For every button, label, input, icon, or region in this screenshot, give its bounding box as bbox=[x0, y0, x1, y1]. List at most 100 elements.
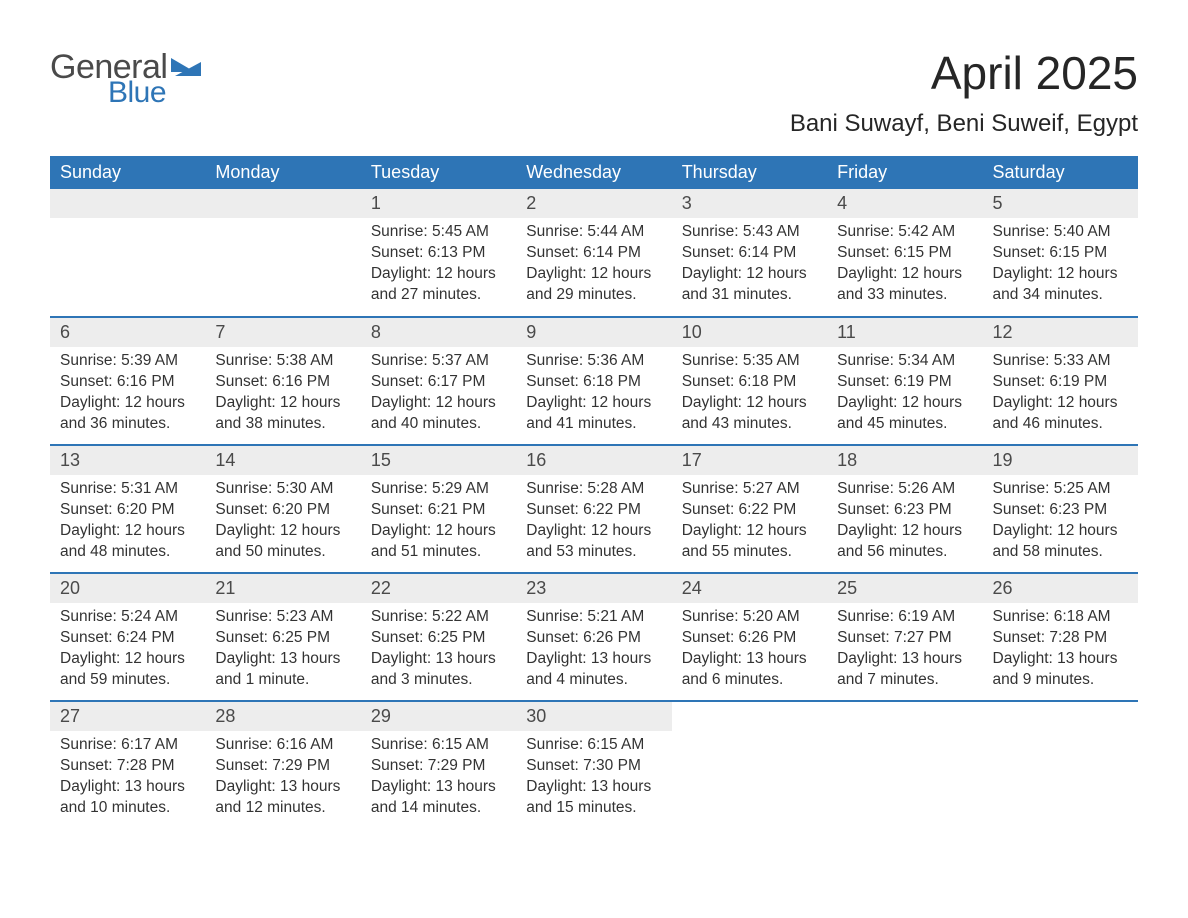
daylight-text: Daylight: 12 hours and 27 minutes. bbox=[371, 264, 506, 306]
sunrise-text: Sunrise: 5:33 AM bbox=[993, 351, 1128, 372]
calendar-cell: 1Sunrise: 5:45 AMSunset: 6:13 PMDaylight… bbox=[361, 189, 516, 317]
day-data: Sunrise: 5:40 AMSunset: 6:15 PMDaylight:… bbox=[983, 218, 1138, 314]
calendar-cell: 12Sunrise: 5:33 AMSunset: 6:19 PMDayligh… bbox=[983, 317, 1138, 445]
col-monday: Monday bbox=[205, 156, 360, 189]
sunrise-text: Sunrise: 5:36 AM bbox=[526, 351, 661, 372]
sunrise-text: Sunrise: 5:24 AM bbox=[60, 607, 195, 628]
sunset-text: Sunset: 6:21 PM bbox=[371, 500, 506, 521]
day-number: 19 bbox=[983, 446, 1138, 475]
daylight-text: Daylight: 13 hours and 9 minutes. bbox=[993, 649, 1128, 691]
day-data: Sunrise: 5:36 AMSunset: 6:18 PMDaylight:… bbox=[516, 347, 671, 443]
day-data: Sunrise: 5:26 AMSunset: 6:23 PMDaylight:… bbox=[827, 475, 982, 571]
daylight-text: Daylight: 13 hours and 12 minutes. bbox=[215, 777, 350, 819]
sunset-text: Sunset: 6:22 PM bbox=[682, 500, 817, 521]
col-tuesday: Tuesday bbox=[361, 156, 516, 189]
header: General Blue April 2025 Bani Suwayf, Ben… bbox=[50, 50, 1138, 138]
day-number: 7 bbox=[205, 318, 360, 347]
day-number: 16 bbox=[516, 446, 671, 475]
calendar-cell: 30Sunrise: 6:15 AMSunset: 7:30 PMDayligh… bbox=[516, 701, 671, 829]
daylight-text: Daylight: 12 hours and 53 minutes. bbox=[526, 521, 661, 563]
day-number: 23 bbox=[516, 574, 671, 603]
daylight-text: Daylight: 12 hours and 41 minutes. bbox=[526, 393, 661, 435]
sunrise-text: Sunrise: 6:19 AM bbox=[837, 607, 972, 628]
calendar-cell bbox=[983, 701, 1138, 829]
day-data: Sunrise: 6:19 AMSunset: 7:27 PMDaylight:… bbox=[827, 603, 982, 699]
daylight-text: Daylight: 12 hours and 40 minutes. bbox=[371, 393, 506, 435]
calendar-cell: 28Sunrise: 6:16 AMSunset: 7:29 PMDayligh… bbox=[205, 701, 360, 829]
daylight-text: Daylight: 13 hours and 6 minutes. bbox=[682, 649, 817, 691]
day-data: Sunrise: 5:29 AMSunset: 6:21 PMDaylight:… bbox=[361, 475, 516, 571]
daylight-text: Daylight: 12 hours and 51 minutes. bbox=[371, 521, 506, 563]
calendar-cell: 7Sunrise: 5:38 AMSunset: 6:16 PMDaylight… bbox=[205, 317, 360, 445]
sunset-text: Sunset: 7:28 PM bbox=[993, 628, 1128, 649]
sunset-text: Sunset: 6:17 PM bbox=[371, 372, 506, 393]
sunset-text: Sunset: 7:29 PM bbox=[215, 756, 350, 777]
calendar-cell: 29Sunrise: 6:15 AMSunset: 7:29 PMDayligh… bbox=[361, 701, 516, 829]
day-data: Sunrise: 5:20 AMSunset: 6:26 PMDaylight:… bbox=[672, 603, 827, 699]
day-number: 11 bbox=[827, 318, 982, 347]
calendar-cell: 26Sunrise: 6:18 AMSunset: 7:28 PMDayligh… bbox=[983, 573, 1138, 701]
day-data: Sunrise: 5:24 AMSunset: 6:24 PMDaylight:… bbox=[50, 603, 205, 699]
daylight-text: Daylight: 13 hours and 3 minutes. bbox=[371, 649, 506, 691]
sunset-text: Sunset: 6:15 PM bbox=[837, 243, 972, 264]
day-number: 25 bbox=[827, 574, 982, 603]
day-number: 26 bbox=[983, 574, 1138, 603]
day-data: Sunrise: 6:17 AMSunset: 7:28 PMDaylight:… bbox=[50, 731, 205, 827]
calendar-cell: 11Sunrise: 5:34 AMSunset: 6:19 PMDayligh… bbox=[827, 317, 982, 445]
sunrise-text: Sunrise: 5:39 AM bbox=[60, 351, 195, 372]
sunrise-text: Sunrise: 5:38 AM bbox=[215, 351, 350, 372]
calendar-cell: 13Sunrise: 5:31 AMSunset: 6:20 PMDayligh… bbox=[50, 445, 205, 573]
sunset-text: Sunset: 6:19 PM bbox=[837, 372, 972, 393]
day-data: Sunrise: 5:27 AMSunset: 6:22 PMDaylight:… bbox=[672, 475, 827, 571]
sunset-text: Sunset: 6:15 PM bbox=[993, 243, 1128, 264]
daylight-text: Daylight: 12 hours and 59 minutes. bbox=[60, 649, 195, 691]
sunrise-text: Sunrise: 5:21 AM bbox=[526, 607, 661, 628]
sunrise-text: Sunrise: 5:40 AM bbox=[993, 222, 1128, 243]
sunrise-text: Sunrise: 5:43 AM bbox=[682, 222, 817, 243]
daylight-text: Daylight: 12 hours and 48 minutes. bbox=[60, 521, 195, 563]
day-number: 9 bbox=[516, 318, 671, 347]
sunrise-text: Sunrise: 6:15 AM bbox=[526, 735, 661, 756]
day-data: Sunrise: 5:43 AMSunset: 6:14 PMDaylight:… bbox=[672, 218, 827, 314]
day-data: Sunrise: 5:39 AMSunset: 6:16 PMDaylight:… bbox=[50, 347, 205, 443]
calendar-week-row: 27Sunrise: 6:17 AMSunset: 7:28 PMDayligh… bbox=[50, 701, 1138, 829]
page-title: April 2025 bbox=[790, 50, 1138, 96]
sunrise-text: Sunrise: 5:27 AM bbox=[682, 479, 817, 500]
day-data: Sunrise: 5:35 AMSunset: 6:18 PMDaylight:… bbox=[672, 347, 827, 443]
sunrise-text: Sunrise: 5:45 AM bbox=[371, 222, 506, 243]
daylight-text: Daylight: 12 hours and 55 minutes. bbox=[682, 521, 817, 563]
sunrise-text: Sunrise: 5:26 AM bbox=[837, 479, 972, 500]
sunrise-text: Sunrise: 5:34 AM bbox=[837, 351, 972, 372]
day-data: Sunrise: 6:15 AMSunset: 7:30 PMDaylight:… bbox=[516, 731, 671, 827]
calendar-cell: 19Sunrise: 5:25 AMSunset: 6:23 PMDayligh… bbox=[983, 445, 1138, 573]
daylight-text: Daylight: 12 hours and 31 minutes. bbox=[682, 264, 817, 306]
logo: General Blue bbox=[50, 50, 203, 108]
sunrise-text: Sunrise: 5:22 AM bbox=[371, 607, 506, 628]
calendar-cell bbox=[827, 701, 982, 829]
daylight-text: Daylight: 13 hours and 10 minutes. bbox=[60, 777, 195, 819]
sunrise-text: Sunrise: 5:44 AM bbox=[526, 222, 661, 243]
day-data: Sunrise: 5:45 AMSunset: 6:13 PMDaylight:… bbox=[361, 218, 516, 314]
calendar-cell: 6Sunrise: 5:39 AMSunset: 6:16 PMDaylight… bbox=[50, 317, 205, 445]
sunset-text: Sunset: 6:14 PM bbox=[526, 243, 661, 264]
day-data: Sunrise: 5:23 AMSunset: 6:25 PMDaylight:… bbox=[205, 603, 360, 699]
sunset-text: Sunset: 6:19 PM bbox=[993, 372, 1128, 393]
day-data: Sunrise: 5:31 AMSunset: 6:20 PMDaylight:… bbox=[50, 475, 205, 571]
calendar-cell bbox=[672, 701, 827, 829]
calendar-cell: 22Sunrise: 5:22 AMSunset: 6:25 PMDayligh… bbox=[361, 573, 516, 701]
sunset-text: Sunset: 6:13 PM bbox=[371, 243, 506, 264]
sunrise-text: Sunrise: 5:31 AM bbox=[60, 479, 195, 500]
sunrise-text: Sunrise: 5:23 AM bbox=[215, 607, 350, 628]
calendar-cell: 2Sunrise: 5:44 AMSunset: 6:14 PMDaylight… bbox=[516, 189, 671, 317]
calendar-cell: 21Sunrise: 5:23 AMSunset: 6:25 PMDayligh… bbox=[205, 573, 360, 701]
day-number: 29 bbox=[361, 702, 516, 731]
daylight-text: Daylight: 12 hours and 33 minutes. bbox=[837, 264, 972, 306]
sunrise-text: Sunrise: 5:42 AM bbox=[837, 222, 972, 243]
sunset-text: Sunset: 6:23 PM bbox=[837, 500, 972, 521]
day-number-empty bbox=[205, 189, 360, 218]
day-number: 24 bbox=[672, 574, 827, 603]
day-data: Sunrise: 6:18 AMSunset: 7:28 PMDaylight:… bbox=[983, 603, 1138, 699]
day-data: Sunrise: 5:33 AMSunset: 6:19 PMDaylight:… bbox=[983, 347, 1138, 443]
sunset-text: Sunset: 6:24 PM bbox=[60, 628, 195, 649]
sunset-text: Sunset: 6:23 PM bbox=[993, 500, 1128, 521]
